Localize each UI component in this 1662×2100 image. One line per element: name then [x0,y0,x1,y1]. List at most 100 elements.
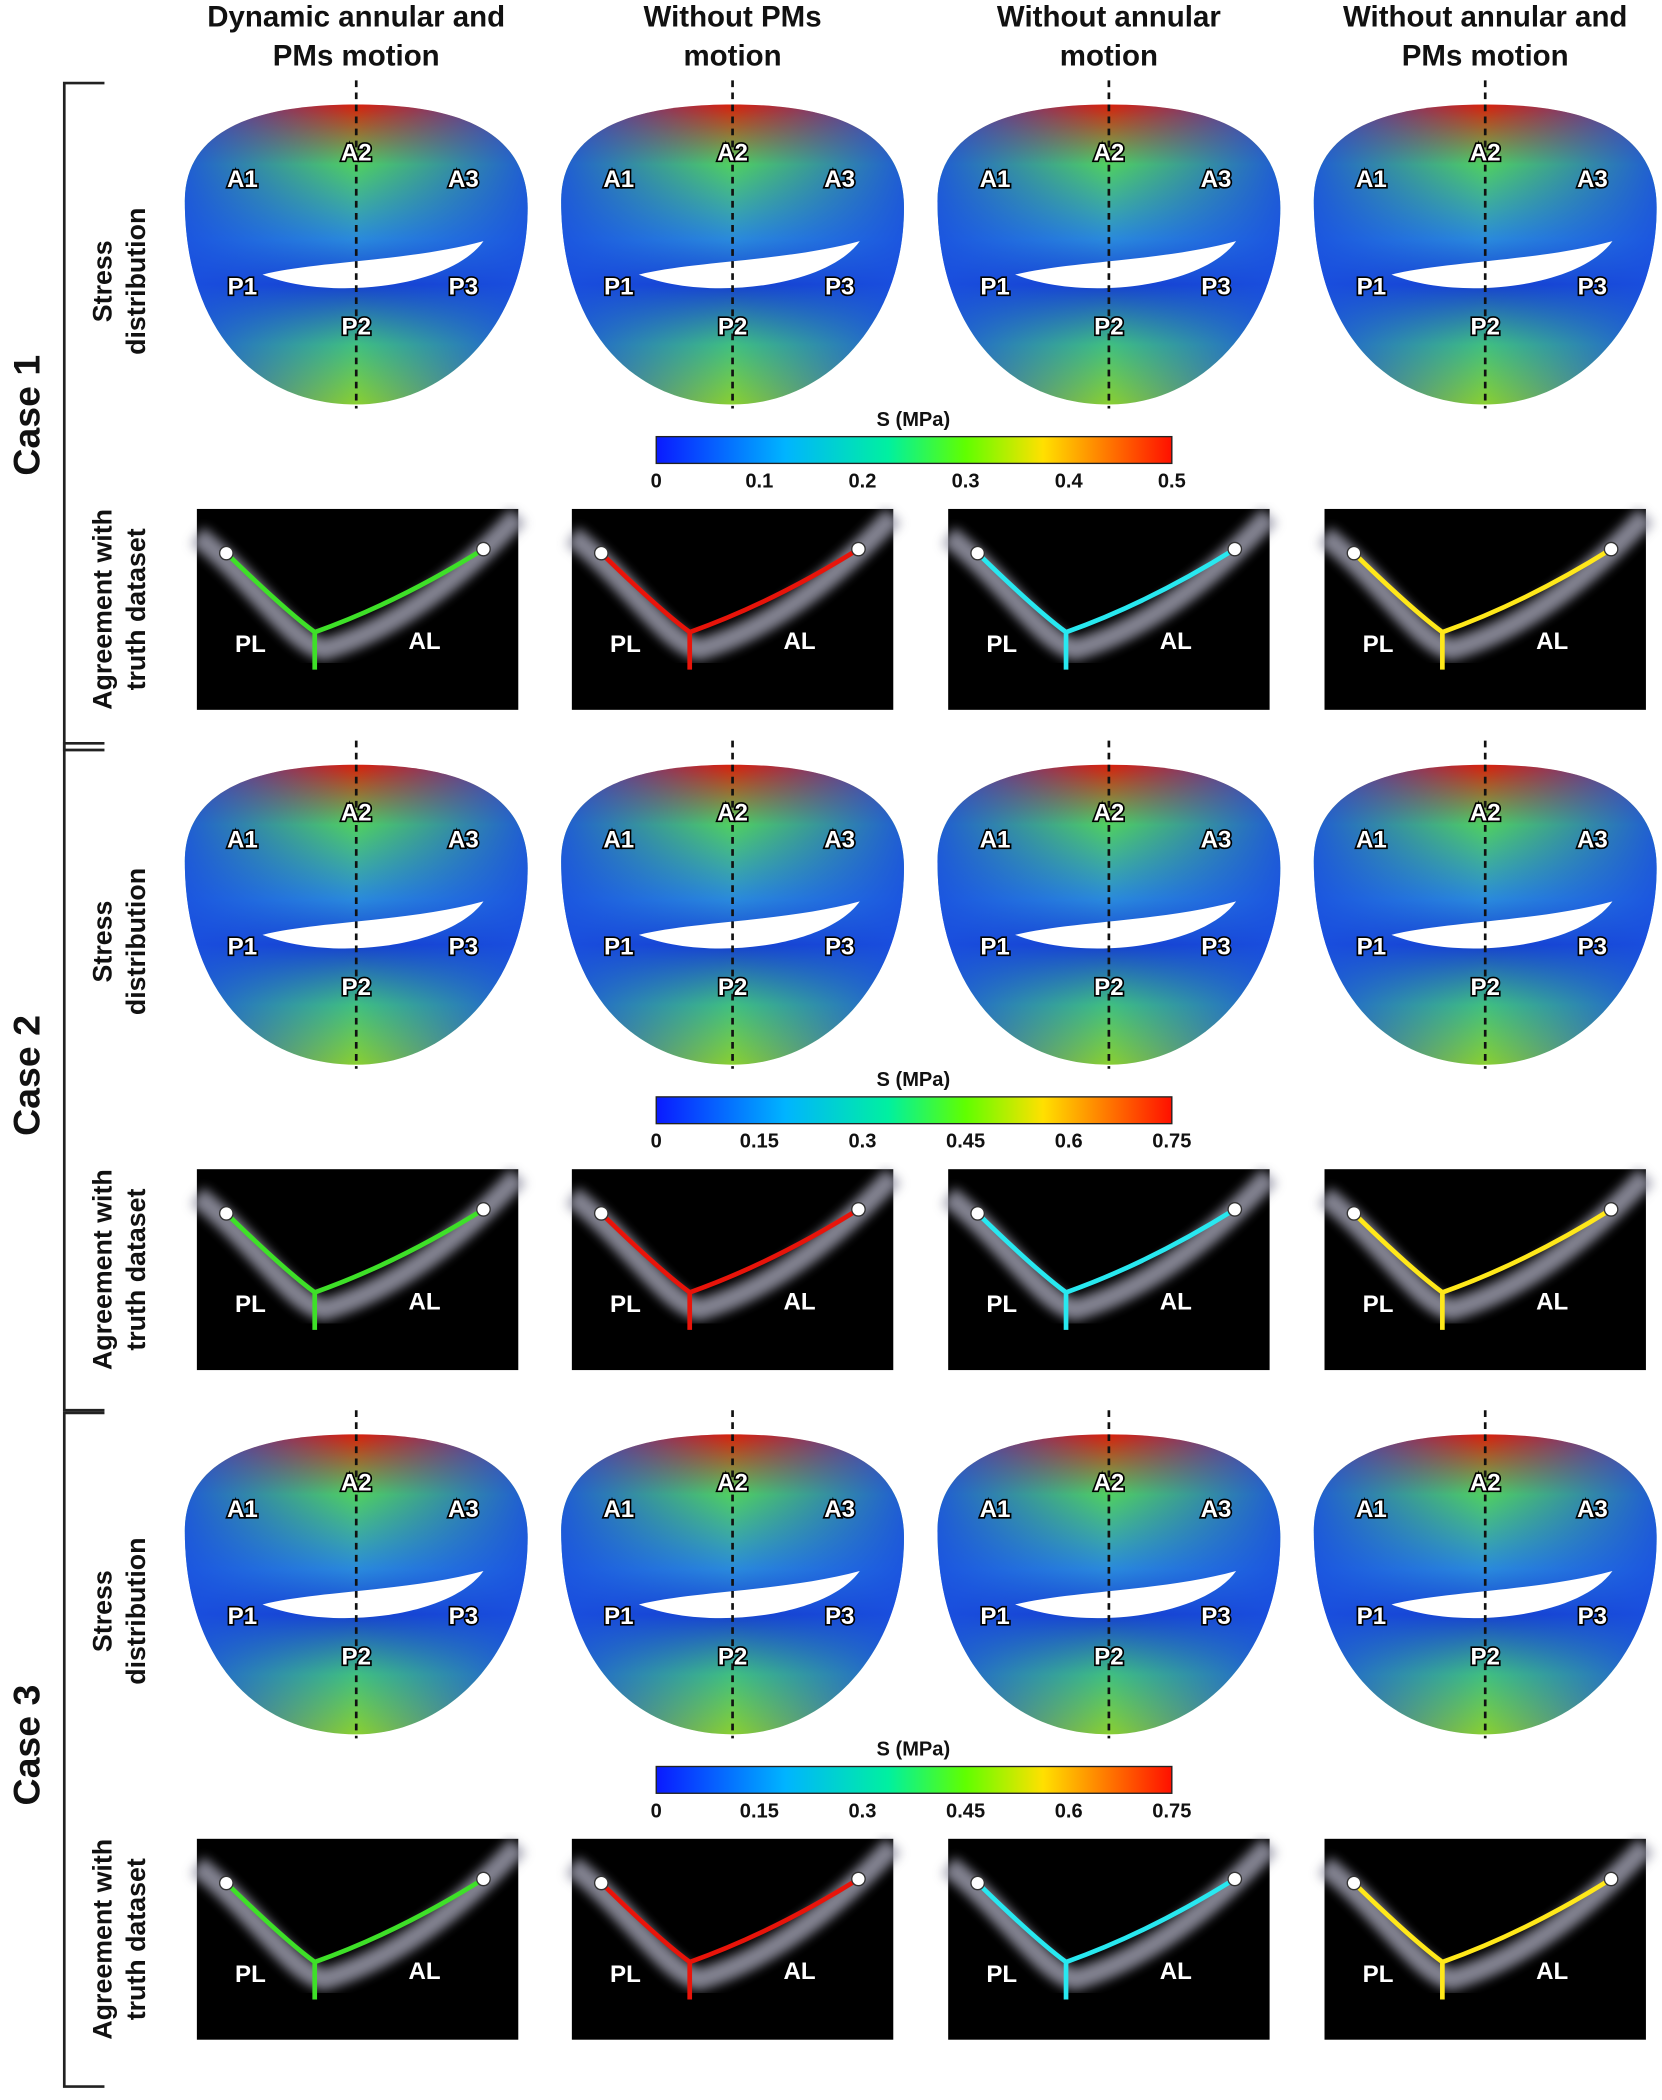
leaflet-label: P2 [1470,1643,1499,1670]
leaflet-label: P3 [1201,273,1230,300]
leaflet-label: P1 [980,273,1009,300]
colorbar-tick: 0 [651,470,662,492]
leaflet-label: A1 [603,166,634,193]
leaflet-label: A3 [448,166,479,193]
leaflet-label: A3 [1577,166,1608,193]
colorbar-tick: 0.6 [1055,1131,1083,1153]
agreement-panel: PL AL [565,1168,902,1371]
leaflet-label: A1 [1356,166,1387,193]
curve [1352,547,1613,670]
leaflet-label: A2 [1470,1469,1501,1496]
leaflet-label: P1 [980,934,1009,961]
curve-label: PL [610,631,641,658]
panel-bg [1324,508,1646,710]
leaflet-label: P2 [341,314,370,341]
endpoint [1227,541,1243,557]
tissue [565,1168,902,1321]
row-label: distribution [121,208,151,355]
row-label: distribution [121,868,151,1015]
valve-gap [638,241,860,289]
agreement-panel: PL AL [941,1168,1278,1371]
row-label: truth dataset [121,1189,151,1351]
curve [599,1207,860,1330]
leaflet-label: A3 [1201,1496,1232,1523]
colorbar [655,435,1173,465]
curve-label: PL [235,1291,266,1318]
colorbar-title: S (MPa) [877,409,951,431]
panel-bg [948,1838,1270,2040]
valve: A1 A2 A3 P1 P2 P3 [184,80,528,409]
curve-label: PL [1363,1291,1394,1318]
panel-bg [1324,1169,1646,1371]
curve-label: AL [1160,1288,1192,1315]
curve-label: AL [783,1288,815,1315]
leaflet-label: P3 [449,1603,478,1630]
valve-gap [262,241,484,289]
endpoint [970,1206,986,1221]
agreement-panel: PL AL [1317,1838,1654,2040]
colorbar-title: S (MPa) [877,1739,951,1761]
colorbar-tick: 0.15 [740,1800,779,1822]
leaflet-label: P1 [228,1603,257,1630]
valve: A1 A2 A3 P1 P2 P3 [1313,80,1657,409]
leaflet-label: P1 [604,934,633,961]
valve: A1 A2 A3 P1 P2 P3 [937,1410,1281,1739]
layer: Dynamic annular and PMs motion Without PMs… [5,1,1657,2088]
endpoint [476,1202,491,1217]
valve: A1 A2 A3 P1 P2 P3 [561,80,904,409]
leaflet-label: A2 [717,1469,748,1496]
leaflet-label: A3 [448,826,479,853]
leaflet-label: P3 [1578,1603,1607,1630]
valve: A1 A2 A3 P1 P2 P3 [1313,1410,1657,1739]
leaflet-label: P3 [825,273,854,300]
leaflet-label: A2 [341,139,372,166]
endpoint [218,545,234,561]
leaflet-label: P2 [1470,314,1499,341]
endpoint [593,1206,609,1221]
row-label: truth dataset [121,1858,151,2020]
tissue [190,508,527,661]
curve-label: AL [783,1958,815,1985]
colorbar-tick: 0.45 [946,1131,985,1153]
endpoint [1227,1202,1243,1217]
leaflet-label: A2 [1470,139,1501,166]
column-title: PMs motion [1402,39,1569,72]
tissue [1317,1168,1654,1321]
valve-gap [1015,1570,1237,1619]
panel-bg [196,1169,519,1371]
leaflet-label: P2 [718,314,747,341]
colorbar-tick: 0.75 [1152,1800,1191,1822]
leaflet-label: P3 [1201,934,1230,961]
leaflet-label: A1 [227,166,258,193]
colorbar-tick: 0.3 [849,1800,877,1822]
colorbar-tick: 0 [651,1800,662,1822]
panel-bg [571,1169,894,1371]
agreement-panel: PL AL [941,1838,1278,2040]
endpoint [1346,545,1362,561]
endpoint [1603,1202,1619,1217]
valve-gap [1015,241,1237,289]
leaflet-label: A1 [980,166,1011,193]
case-bracket [62,1411,105,2088]
agreement-panel: PL AL [565,1838,902,2040]
endpoint [593,545,609,561]
leaflet-label: A3 [824,1496,855,1523]
curve [599,547,860,670]
tissue [941,508,1278,661]
curve-label: PL [235,631,266,658]
curve-label: AL [1160,1958,1192,1985]
agreement-panel: PL AL [190,1168,527,1371]
leaflet-label: P1 [1357,934,1386,961]
leaflet-label: P1 [604,273,633,300]
leaflet-label: P3 [1578,934,1607,961]
tissue [565,508,902,661]
leaflet-label: A1 [980,826,1011,853]
valve-gap [262,1570,484,1619]
case-label: Case 1 [5,355,47,476]
endpoint [851,1871,866,1887]
curve-label: PL [1363,1961,1394,1988]
leaflet-label: P1 [228,934,257,961]
tissue [565,1838,902,1991]
leaflet-label: P3 [825,1603,854,1630]
curve-label: AL [408,1958,440,1985]
